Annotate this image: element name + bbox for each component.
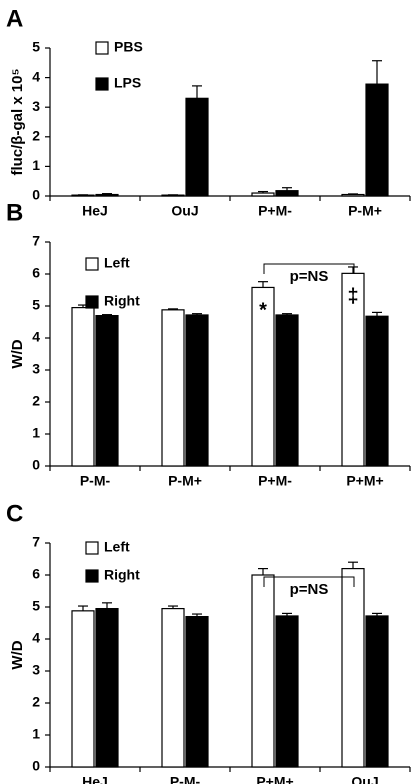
y-tick-label: 5 [32,598,40,614]
bar [185,615,209,768]
x-tick-label: P+M+ [256,774,293,784]
x-tick-label: OuJ [351,774,378,784]
y-tick-label: 3 [32,361,40,377]
bar-annotation: * [259,300,267,322]
y-tick-label: 2 [32,393,40,409]
legend-swatch [85,541,99,555]
y-tick-label: 5 [32,39,40,55]
y-tick-label: 0 [32,187,40,203]
bar [365,615,389,768]
x-tick-label: P-M+ [348,203,382,219]
bar [185,97,209,197]
bar [275,615,299,768]
bar [71,610,95,768]
bar [365,315,389,467]
bar [95,193,119,197]
y-tick-label: 0 [32,758,40,774]
bar [185,314,209,467]
y-tick-label: 4 [32,630,40,646]
bar [341,193,365,197]
significance-bracket [263,576,355,587]
x-tick-label: HeJ [82,774,108,784]
legend-label: PBS [114,39,143,55]
panel-label: B [6,199,23,226]
bar [251,192,275,197]
significance-label: p=NS [290,268,329,285]
y-axis-label: W/D [9,339,26,368]
legend-label: LPS [114,75,141,91]
bar [275,190,299,197]
y-tick-label: 1 [32,157,40,173]
legend-swatch [85,569,99,583]
legend-label: Right [104,567,140,583]
y-tick-label: 7 [32,534,40,550]
panel-label: A [6,5,23,32]
legend-label: Right [104,293,140,309]
x-tick-label: P-M- [170,774,201,784]
bar [71,307,95,467]
y-tick-label: 2 [32,694,40,710]
legend-swatch [85,257,99,271]
y-tick-label: 4 [32,329,40,345]
y-tick-label: 5 [32,297,40,313]
y-tick-label: 3 [32,662,40,678]
bar [95,315,119,467]
bar [275,314,299,467]
legend-label: Left [104,539,130,555]
y-tick-label: 4 [32,68,40,84]
y-tick-label: 3 [32,98,40,114]
panel-label: C [6,500,23,527]
bar [365,83,389,197]
y-tick-label: 1 [32,726,40,742]
bar [341,567,365,768]
y-tick-label: 7 [32,233,40,249]
bar [161,309,185,467]
y-tick-label: 6 [32,265,40,281]
y-tick-label: 2 [32,128,40,144]
bar-annotation: ‡ [347,286,358,308]
x-tick-label: HeJ [82,203,108,219]
legend-label: Left [104,255,130,271]
y-axis-label: W/D [9,640,26,669]
x-tick-label: P-M+ [168,473,202,489]
significance-bracket [263,263,355,274]
y-tick-label: 6 [32,566,40,582]
x-tick-label: P+M- [258,203,292,219]
y-tick-label: 1 [32,425,40,441]
legend-swatch [95,77,109,91]
bar [251,574,275,768]
x-tick-label: P-M- [80,473,111,489]
y-axis-label: fluc/β-gal x 10⁵ [9,68,26,175]
y-tick-label: 0 [32,457,40,473]
bar [161,607,185,768]
x-tick-label: P+M- [258,473,292,489]
x-tick-label: OuJ [171,203,198,219]
legend-swatch [85,295,99,309]
significance-label: p=NS [290,581,329,598]
legend-swatch [95,41,109,55]
bar [95,607,119,768]
x-tick-label: P+M+ [346,473,383,489]
